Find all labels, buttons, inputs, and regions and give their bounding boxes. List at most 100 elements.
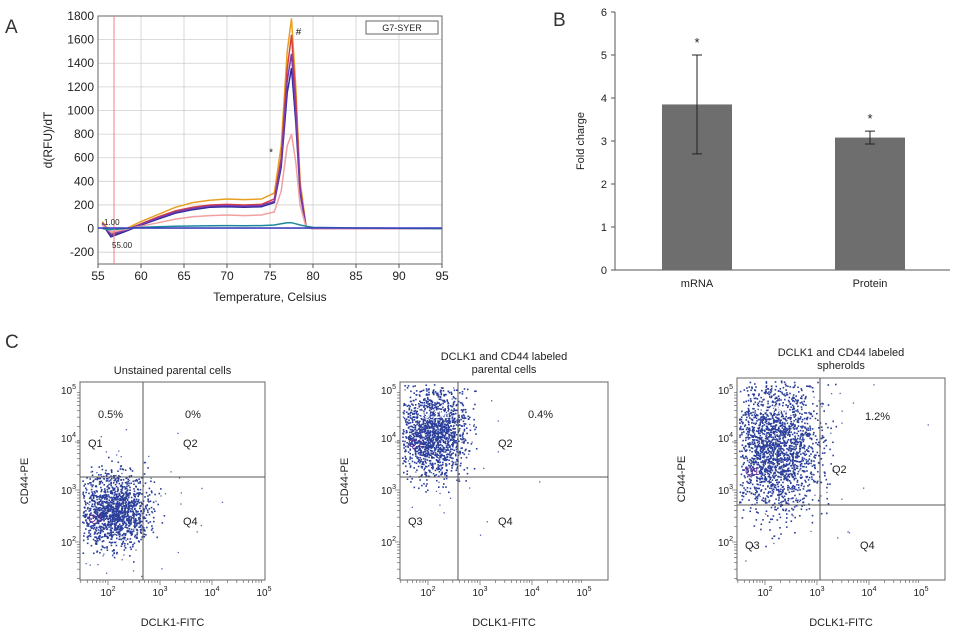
flow-plot-2: DCLK1 and CD44 labeled parental cells Q1 Q2… — [339, 351, 609, 629]
q2-percentage: 1.2% — [865, 411, 890, 423]
flow-x-tick-label: 104 — [204, 586, 219, 599]
flow-y-tick-label: 102 — [718, 536, 733, 549]
flow-x-tick-label: 102 — [100, 586, 115, 599]
flow-plot-title: Unstained parental cells — [114, 365, 232, 377]
bar-protein — [835, 137, 905, 270]
y-tick-label: 800 — [74, 127, 94, 141]
annotation-star: * — [269, 147, 273, 158]
y-tick-label: 1400 — [67, 56, 94, 70]
melt-curve-series — [101, 18, 443, 238]
flow-events — [82, 429, 224, 578]
quadrant-label-q3: Q3 — [745, 540, 760, 552]
q1-percentage: 0.5% — [98, 409, 123, 421]
y-tick-label: 1600 — [67, 33, 94, 47]
flow-y-tick-label: 104 — [718, 432, 733, 445]
category-label: mRNA — [681, 278, 714, 290]
flow-x-axis-label: DCLK1-FITC — [141, 617, 205, 629]
flow-plot-frame — [736, 377, 946, 581]
annotation-hash: # — [296, 27, 302, 38]
flow-y-tick-label: 102 — [381, 536, 396, 549]
flow-y-tick-label: 102 — [61, 536, 76, 549]
x-tick-label: 60 — [134, 269, 148, 283]
melt-curve-ticks: 55 60 65 70 75 80 85 90 95 -200 0 200 400 600 800 1000 1… — [67, 9, 449, 283]
flow-x-tick-label: 103 — [152, 586, 167, 599]
x-axis-label: Temperature, Celsius — [213, 290, 326, 304]
flow-y-axis-label: CD44-PE — [339, 458, 351, 504]
quadrant-label-q3: Q3 — [88, 513, 103, 525]
flow-x-tick-label: 105 — [913, 586, 928, 599]
flow-y-tick-label: 103 — [381, 484, 396, 497]
flow-x-axis-label: DCLK1-FITC — [809, 617, 873, 629]
flow-y-axis-label: CD44-PE — [19, 458, 31, 504]
q2-percentage: 0.4% — [528, 409, 553, 421]
flow-cytometry-panels: Unstained parental cells Q1 Q2 Q3 Q4 0.5% 0% 10… — [19, 347, 946, 629]
q1-percentage: 99.1% — [418, 409, 449, 421]
fold-y-tick-label: 0 — [601, 265, 607, 277]
quadrant-label-q4: Q4 — [183, 516, 198, 528]
flow-plot-title: DCLK1 and CD44 labeled parental cells — [441, 351, 568, 376]
quadrant-label-q2: Q2 — [183, 438, 198, 450]
melt-curve-chart: 55 60 65 70 75 80 85 90 95 -200 0 200 400 600 800 1000 1… — [41, 9, 449, 304]
flow-y-tick-label: 104 — [61, 432, 76, 445]
significance-marker: * — [867, 111, 872, 126]
quadrant-label-q1: Q1 — [408, 438, 423, 450]
category-label: Protein — [853, 278, 888, 290]
flow-y-tick-label: 105 — [381, 384, 396, 397]
quadrant-label-q4: Q4 — [498, 516, 513, 528]
x-tick-label: 55 — [91, 269, 105, 283]
quadrant-label-q2: Q2 — [832, 464, 847, 476]
legend-label: G7-SYER — [382, 23, 422, 33]
quadrant-label-q2: Q2 — [498, 438, 513, 450]
fold-y-tick-label: 3 — [601, 136, 607, 148]
flow-y-tick-label: 104 — [381, 432, 396, 445]
y-tick-label: 0 — [87, 222, 94, 236]
fold-y-tick-label: 1 — [601, 222, 607, 234]
panel-label-a: A — [5, 17, 18, 38]
flow-y-tick-label: 103 — [718, 484, 733, 497]
melt-curve-line-6 — [102, 221, 443, 231]
flow-x-tick-label: 103 — [809, 586, 824, 599]
x-tick-label: 80 — [306, 269, 320, 283]
fold-bars: * mRNA * Protein — [662, 35, 905, 290]
melt-curve-line-4 — [101, 53, 442, 236]
flow-plot-3: DCLK1 and CD44 labeled spherolds Q1 Q2 Q3 Q4 9… — [676, 347, 946, 629]
y-tick-label: 1800 — [67, 9, 94, 23]
melt-curve-line-1 — [101, 18, 442, 235]
flow-x-tick-label: 104 — [524, 586, 539, 599]
fold-change-chart: 0 1 2 3 4 5 6 * mRNA * Protein Fold charge — [575, 7, 950, 290]
y-tick-label: -200 — [70, 245, 94, 259]
threshold-label: 1.00 — [104, 218, 120, 227]
flow-y-axis-label: CD44-PE — [676, 456, 688, 502]
x-tick-label: 95 — [435, 269, 449, 283]
q2-percentage: 0% — [185, 409, 201, 421]
fold-y-tick-label: 5 — [601, 50, 607, 62]
q1-percentage: 97.7% — [755, 405, 786, 417]
fold-y-tick-label: 2 — [601, 179, 607, 191]
start-temp-label: 55.00 — [112, 241, 133, 250]
y-axis-label: d(RFU)/dT — [41, 111, 55, 168]
flow-plot-title: DCLK1 and CD44 labeled spherolds — [778, 347, 905, 372]
significance-marker: * — [694, 35, 699, 50]
flow-y-tick-label: 105 — [61, 384, 76, 397]
y-tick-label: 1000 — [67, 103, 94, 117]
flow-x-tick-label: 104 — [861, 586, 876, 599]
flow-x-tick-label: 102 — [420, 586, 435, 599]
flow-x-tick-label: 105 — [576, 586, 591, 599]
x-tick-label: 75 — [263, 269, 277, 283]
x-tick-label: 90 — [392, 269, 406, 283]
flow-x-axis-label: DCLK1-FITC — [472, 617, 536, 629]
melt-curve-line-5 — [101, 133, 442, 233]
y-tick-label: 600 — [74, 151, 94, 165]
flow-plot-frame — [399, 381, 609, 581]
flow-y-tick-label: 105 — [718, 384, 733, 397]
flow-x-tick-label: 105 — [256, 586, 271, 599]
flow-y-tick-label: 103 — [61, 484, 76, 497]
flow-axis-ticks: 102 103 104 105 102 103 104 105 — [718, 384, 929, 599]
fold-y-axis-label: Fold charge — [575, 112, 587, 170]
flow-axis-ticks: 102 103 104 105 102 103 104 105 — [381, 384, 592, 599]
panel-label-b: B — [553, 10, 566, 31]
quadrant-label-q1: Q1 — [88, 438, 103, 450]
y-tick-label: 1200 — [67, 80, 94, 94]
panel-label-c: C — [5, 332, 19, 353]
